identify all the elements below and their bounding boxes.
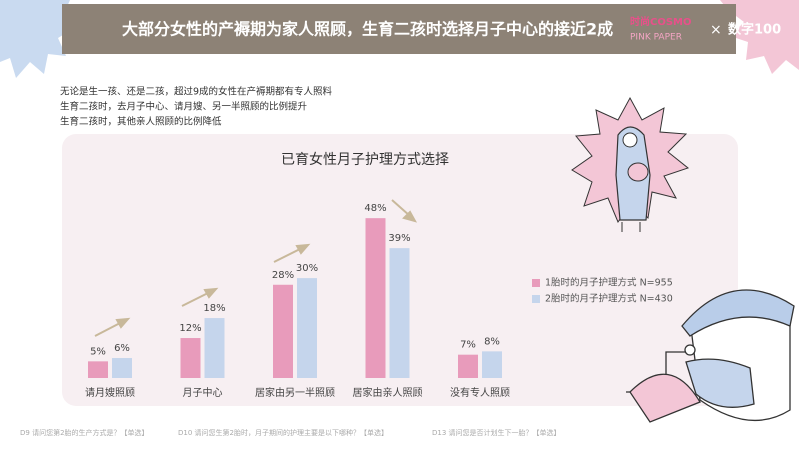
bullet: 生育二孩时，其他亲人照顾的比例降低 <box>60 116 222 128</box>
bullet: 无论是生一孩、还是二孩，超过9成的女性在产褥期都有专人照料 <box>60 86 333 98</box>
x-tick-label: 请月嫂照顾 <box>85 386 135 399</box>
header-band <box>62 4 736 54</box>
value-label: 30% <box>296 263 318 274</box>
value-label: 18% <box>203 303 225 314</box>
value-label: 7% <box>460 340 476 351</box>
bar <box>273 284 293 378</box>
value-label: 39% <box>388 233 410 244</box>
bar <box>482 351 502 378</box>
footnotes: D9 请问您第2胎的生产方式是？【单选】 D10 请问您生第2胎时，月子期间的护… <box>20 428 561 437</box>
legend-label: 1胎时的月子护理方式 N=955 <box>545 277 673 289</box>
deco-burst <box>720 0 799 74</box>
footnote: D9 请问您第2胎的生产方式是？【单选】 <box>20 428 149 437</box>
bar <box>365 218 386 378</box>
logo: × <box>710 22 722 38</box>
bar <box>297 278 317 378</box>
legend-label: 2胎时的月子护理方式 N=430 <box>545 293 673 305</box>
footnote: D13 请问您是否计划生下一胎？【单选】 <box>432 428 561 437</box>
logo: PINK PAPER <box>630 33 682 43</box>
illustration-mother <box>571 96 690 232</box>
value-label: 6% <box>114 343 130 354</box>
bar <box>204 318 225 378</box>
deco-burst <box>0 0 74 78</box>
value-label: 28% <box>272 270 294 281</box>
bar <box>112 358 132 378</box>
illustration-nurse <box>626 289 795 423</box>
header-title: 大部分女性的产褥期为家人照顾，生育二孩时选择月子中心的接近2成 <box>122 20 613 39</box>
trend-arrows <box>94 199 418 337</box>
bullets: 无论是生一孩、还是二孩，超过9成的女性在产褥期都有专人照料 生育二孩时，去月子中… <box>60 86 333 128</box>
value-label: 8% <box>484 336 500 347</box>
x-tick-label: 居家由另一半照顾 <box>255 386 335 399</box>
x-tick-label: 没有专人照顾 <box>450 386 510 399</box>
x-tick-label: 居家由亲人照顾 <box>353 386 423 399</box>
legend-swatch <box>532 295 540 303</box>
chart-title: 已育女性月子护理方式选择 <box>281 151 449 168</box>
chart: 请月嫂照顾 5% 6% 月子中心 12%18% 居家由另一半照顾 28%30% 居家由亲人照顾… <box>85 203 673 399</box>
x-tick-label: 月子中心 <box>183 386 223 399</box>
logo: 数字100 <box>728 22 781 38</box>
bar <box>458 354 478 378</box>
value-label: 5% <box>90 346 106 357</box>
footnote: D10 请问您生第2胎时，月子期间的护理主要是以下哪种？【单选】 <box>178 428 388 437</box>
value-label: 12% <box>179 323 201 334</box>
bar <box>389 248 410 378</box>
bar <box>180 338 201 378</box>
bar <box>88 361 108 378</box>
value-label: 48% <box>364 203 386 214</box>
logo: 时尚COSMO <box>630 15 692 28</box>
legend-swatch <box>532 279 540 287</box>
bullet: 生育二孩时，去月子中心、请月嫂、另一半照顾的比例提升 <box>60 101 308 113</box>
